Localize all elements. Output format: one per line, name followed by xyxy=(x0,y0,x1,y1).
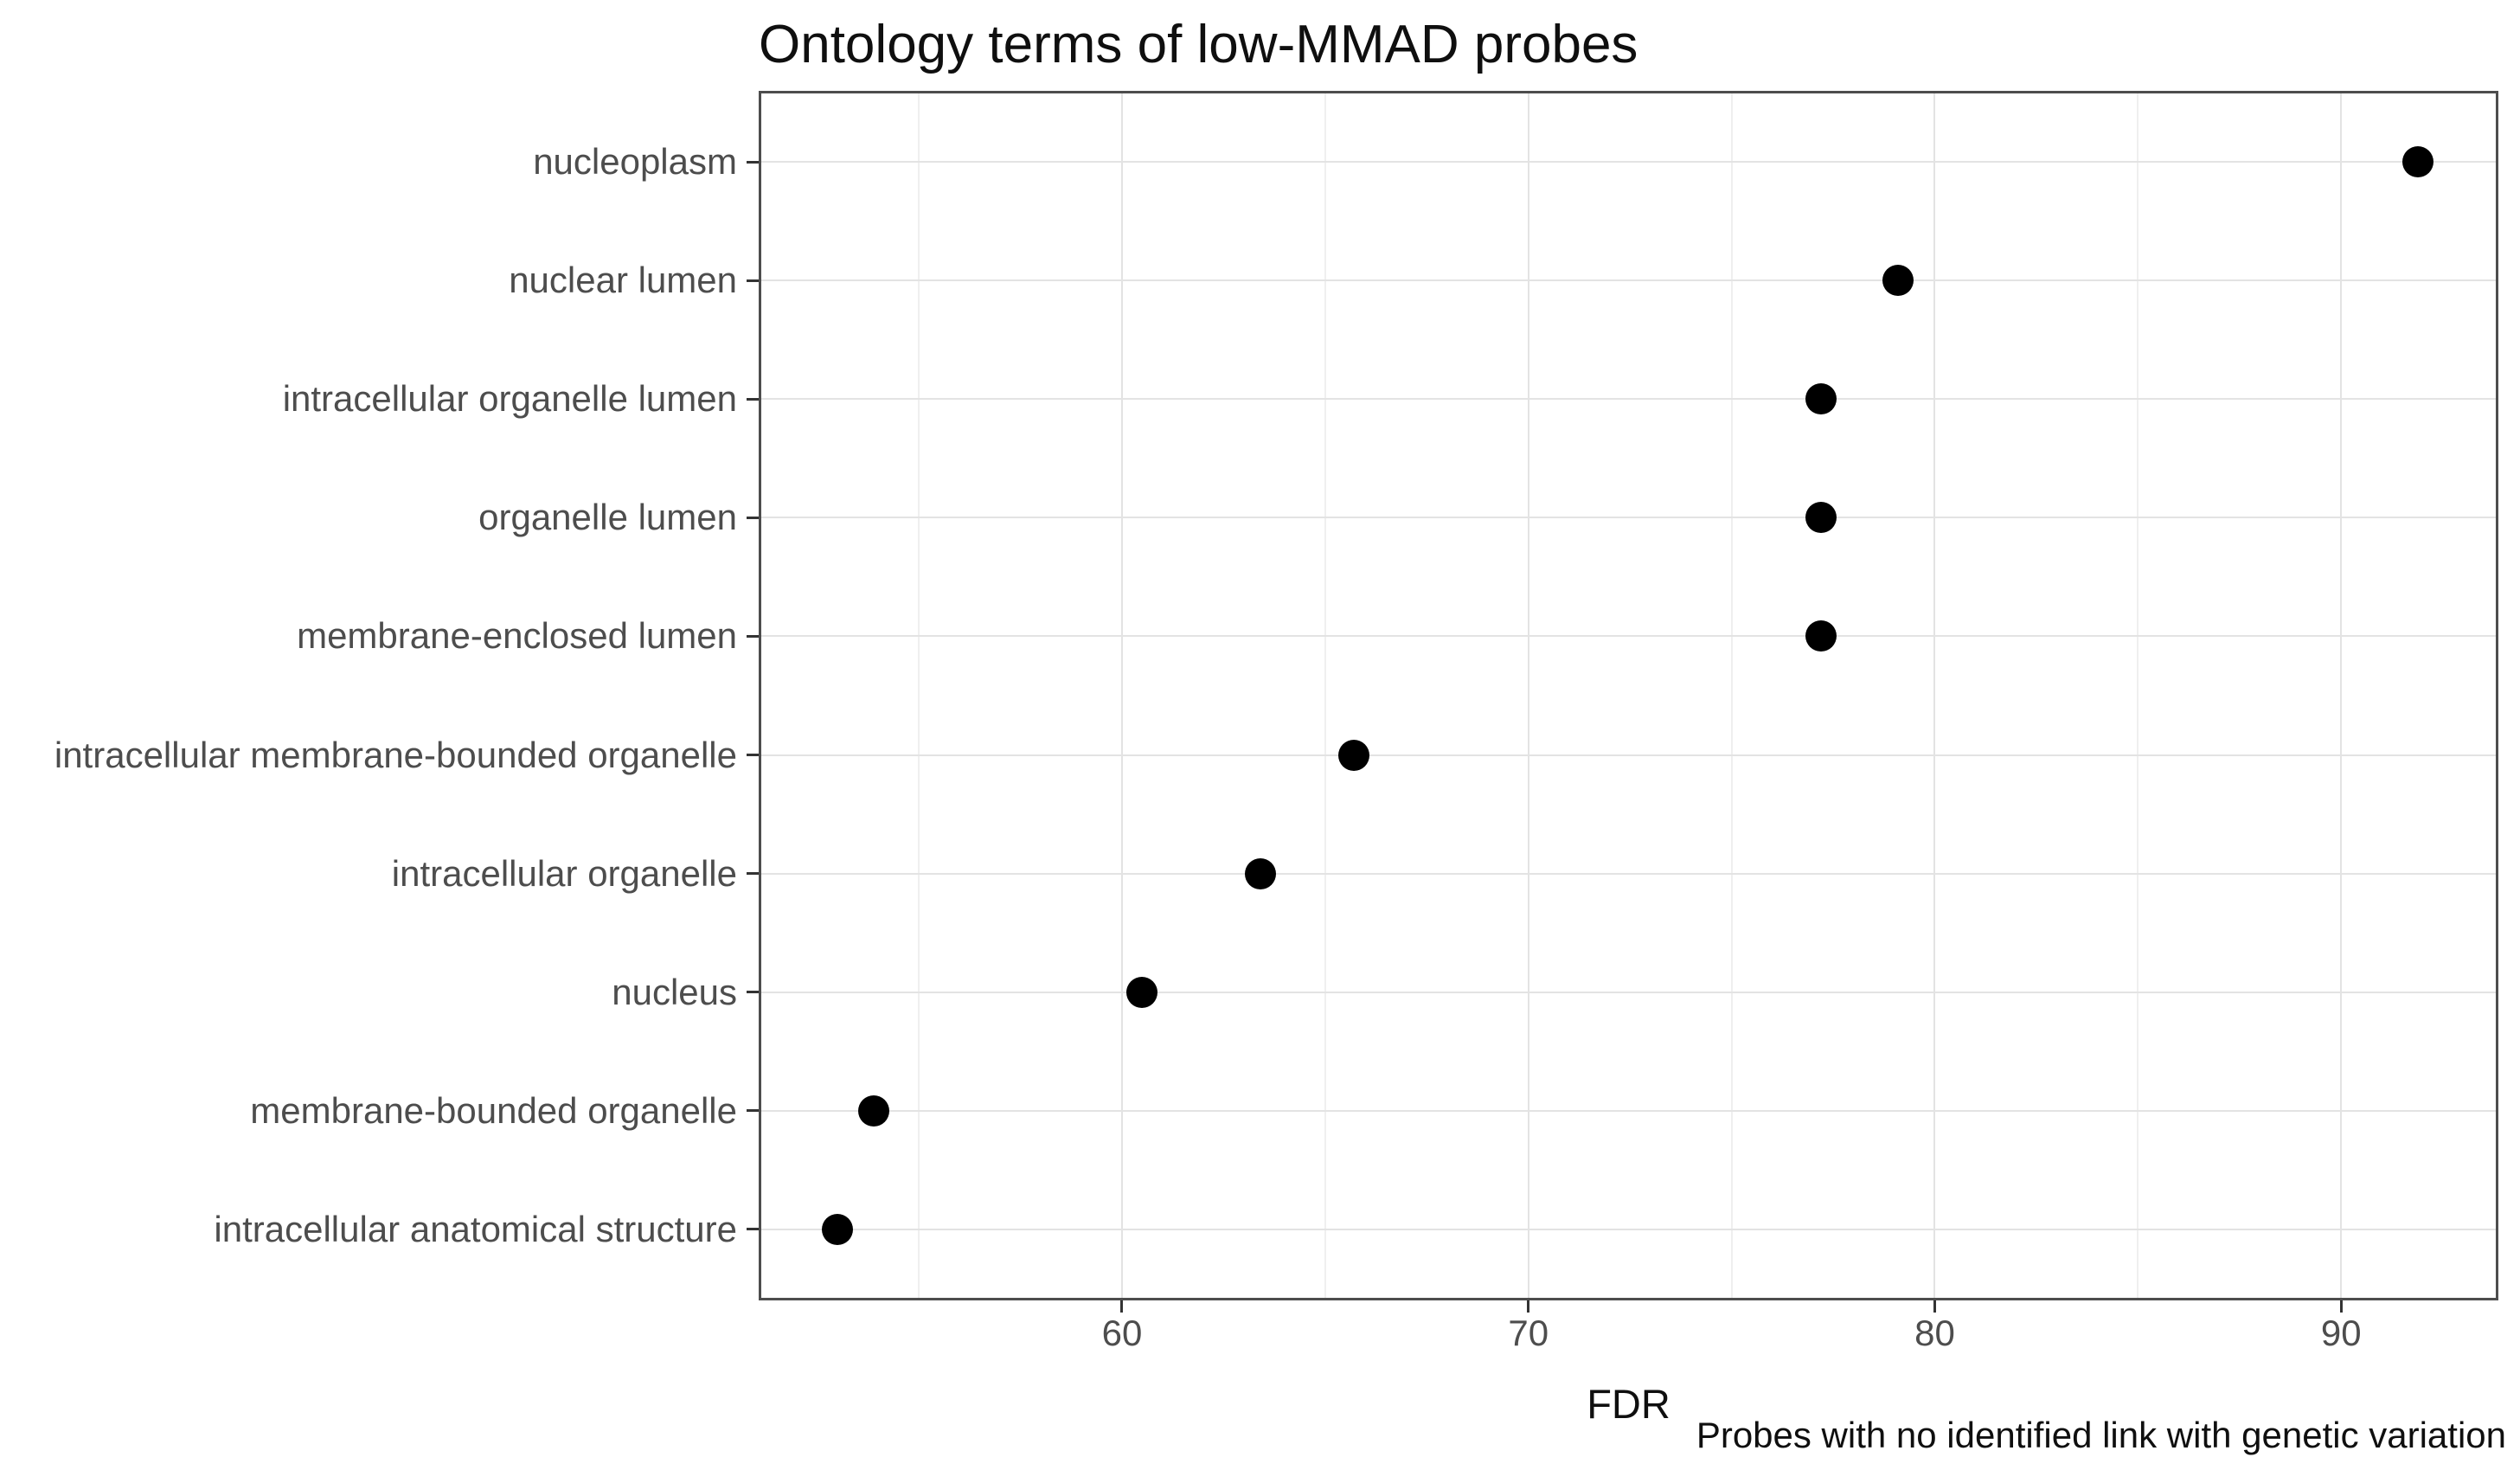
gridline-major-x-90 xyxy=(2340,91,2343,1300)
data-point-7 xyxy=(1244,857,1276,889)
y-axis-label: nucleoplasm xyxy=(533,141,737,183)
y-axis-label: organelle lumen xyxy=(478,497,737,538)
data-point-4 xyxy=(1805,502,1837,534)
gridline-row xyxy=(759,754,2498,756)
y-axis-label: intracellular membrane-bounded organelle xyxy=(54,734,737,775)
y-tick-mark xyxy=(747,397,759,401)
gridline-row xyxy=(759,1228,2498,1230)
x-tick-mark xyxy=(1527,1300,1530,1313)
gridline-minor-x-55 xyxy=(918,91,920,1300)
x-tick-label: 80 xyxy=(1914,1313,1955,1353)
y-tick-mark xyxy=(747,1109,759,1113)
y-axis-label: intracellular anatomical structure xyxy=(214,1208,737,1249)
gridline-row xyxy=(759,161,2498,164)
y-tick-mark xyxy=(747,279,759,282)
data-point-6 xyxy=(1337,739,1369,771)
chart-title: Ontology terms of low-MMAD probes xyxy=(759,15,1638,74)
x-axis-title: FDR xyxy=(1587,1381,1670,1427)
data-point-2 xyxy=(1882,265,1914,297)
gridline-major-x-70 xyxy=(1527,91,1529,1300)
y-tick-mark xyxy=(747,516,759,519)
x-tick-mark xyxy=(1120,1300,1124,1313)
y-axis-label: membrane-enclosed lumen xyxy=(297,615,737,657)
gridline-row xyxy=(759,872,2498,875)
chart-caption: Probes with no identified link with gene… xyxy=(1696,1415,2506,1455)
data-point-9 xyxy=(858,1094,890,1127)
gridline-major-x-60 xyxy=(1120,91,1123,1300)
gridline-minor-x-75 xyxy=(1730,91,1733,1300)
x-tick-mark xyxy=(2339,1300,2343,1313)
gridline-row xyxy=(759,635,2498,638)
data-point-1 xyxy=(2402,146,2434,178)
plot-panel-border xyxy=(759,91,2498,1300)
x-tick-label: 90 xyxy=(2320,1313,2362,1353)
x-tick-label: 60 xyxy=(1101,1313,1143,1353)
x-tick-label: 70 xyxy=(1508,1313,1549,1353)
gridline-minor-x-85 xyxy=(2137,91,2139,1300)
y-tick-mark xyxy=(747,634,759,638)
y-axis-label: membrane-bounded organelle xyxy=(250,1089,737,1131)
y-tick-mark xyxy=(747,991,759,994)
y-tick-mark xyxy=(747,1228,759,1231)
gridline-row xyxy=(759,517,2498,519)
y-axis-label: nucleus xyxy=(612,971,737,1012)
data-point-10 xyxy=(822,1213,854,1245)
y-tick-mark xyxy=(747,160,759,164)
data-point-8 xyxy=(1126,976,1158,1008)
gridline-row xyxy=(759,991,2498,993)
data-point-3 xyxy=(1805,383,1837,415)
gridline-row xyxy=(759,279,2498,282)
gridline-minor-x-65 xyxy=(1324,91,1326,1300)
y-axis-label: intracellular organelle lumen xyxy=(282,378,737,420)
y-tick-mark xyxy=(747,754,759,757)
x-tick-mark xyxy=(1933,1300,1936,1313)
y-axis-label: intracellular organelle xyxy=(391,852,737,894)
y-tick-mark xyxy=(747,872,759,876)
gridline-row xyxy=(759,1109,2498,1112)
gridline-major-x-80 xyxy=(1933,91,1936,1300)
gridline-row xyxy=(759,398,2498,401)
y-axis-label: nuclear lumen xyxy=(509,260,737,301)
data-point-5 xyxy=(1805,620,1837,652)
